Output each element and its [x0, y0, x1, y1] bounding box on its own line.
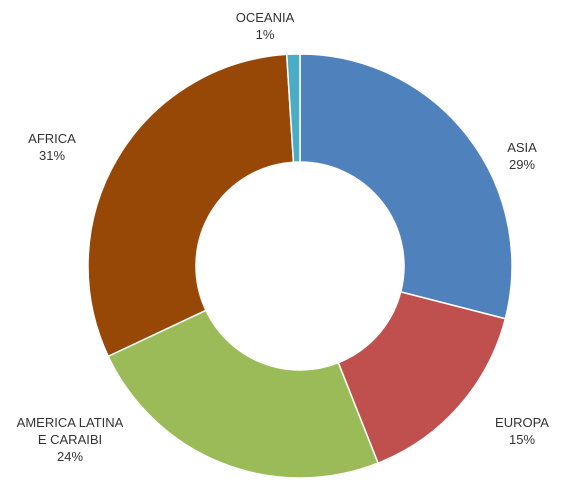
slice-asia	[299, 53, 513, 320]
data-label-asia: ASIA 29%	[507, 140, 537, 172]
donut-slices	[87, 53, 513, 479]
slice-america-latina-e-caraibi	[107, 309, 380, 479]
slice-africa	[87, 53, 295, 358]
slice-labels: ASIA 29% EUROPA 15% AMERICA LATINA E CARAIBI 2…	[17, 10, 550, 464]
data-label-oceania: OCEANIA 1%	[236, 10, 295, 42]
data-label-america-latina-e-caraibi: AMERICA LATINA E CARAIBI 24%	[17, 415, 124, 464]
data-label-africa: AFRICA 31%	[28, 131, 76, 163]
slice-europa	[337, 290, 507, 465]
data-label-europa: EUROPA 15%	[495, 415, 549, 447]
slice-oceania	[285, 53, 301, 164]
